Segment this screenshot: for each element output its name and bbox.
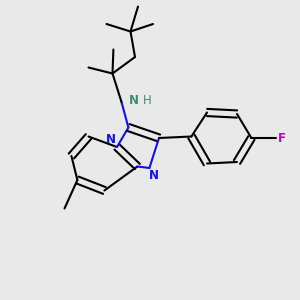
Text: N: N [106, 133, 116, 146]
Text: N: N [128, 94, 139, 107]
Text: N: N [149, 169, 159, 182]
Text: H: H [142, 94, 152, 107]
Text: F: F [278, 131, 285, 145]
